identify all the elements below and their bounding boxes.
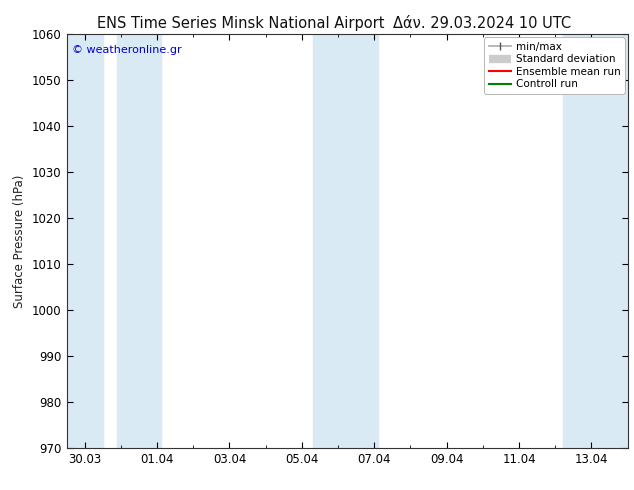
- Bar: [117, 34, 160, 448]
- Text: © weatheronline.gr: © weatheronline.gr: [72, 45, 182, 55]
- Y-axis label: Surface Pressure (hPa): Surface Pressure (hPa): [13, 174, 27, 308]
- Bar: [313, 34, 378, 448]
- Text: ENS Time Series Minsk National Airport: ENS Time Series Minsk National Airport: [97, 16, 385, 31]
- Bar: [562, 34, 628, 448]
- Text: Δάν. 29.03.2024 10 UTC: Δάν. 29.03.2024 10 UTC: [393, 16, 571, 31]
- Legend: min/max, Standard deviation, Ensemble mean run, Controll run: min/max, Standard deviation, Ensemble me…: [484, 37, 624, 94]
- Bar: [67, 34, 103, 448]
